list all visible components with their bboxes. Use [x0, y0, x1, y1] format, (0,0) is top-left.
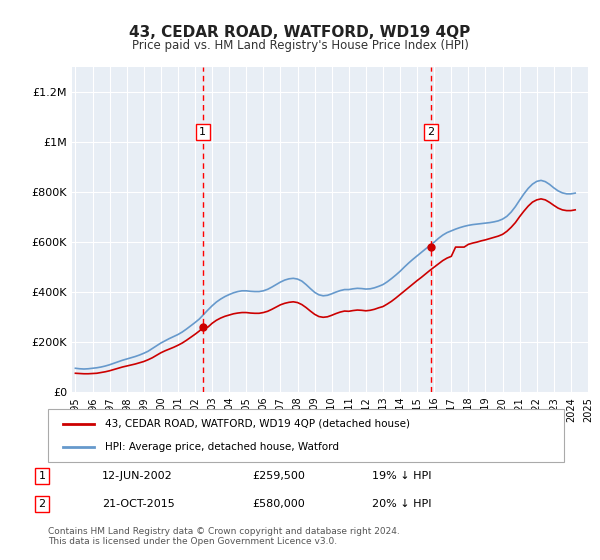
FancyBboxPatch shape: [48, 409, 564, 462]
Text: 2: 2: [38, 499, 46, 509]
Text: HPI: Average price, detached house, Watford: HPI: Average price, detached house, Watf…: [105, 442, 339, 452]
Text: 21-OCT-2015: 21-OCT-2015: [102, 499, 175, 509]
Text: 1: 1: [199, 127, 206, 137]
Text: Price paid vs. HM Land Registry's House Price Index (HPI): Price paid vs. HM Land Registry's House …: [131, 39, 469, 52]
Text: Contains HM Land Registry data © Crown copyright and database right 2024.
This d: Contains HM Land Registry data © Crown c…: [48, 526, 400, 546]
Text: 20% ↓ HPI: 20% ↓ HPI: [372, 499, 431, 509]
Text: £580,000: £580,000: [252, 499, 305, 509]
Text: 43, CEDAR ROAD, WATFORD, WD19 4QP (detached house): 43, CEDAR ROAD, WATFORD, WD19 4QP (detac…: [105, 419, 410, 429]
Text: 1: 1: [38, 471, 46, 481]
Text: 12-JUN-2002: 12-JUN-2002: [102, 471, 173, 481]
Text: £259,500: £259,500: [252, 471, 305, 481]
Text: 2: 2: [427, 127, 434, 137]
Text: 43, CEDAR ROAD, WATFORD, WD19 4QP: 43, CEDAR ROAD, WATFORD, WD19 4QP: [130, 25, 470, 40]
Text: 19% ↓ HPI: 19% ↓ HPI: [372, 471, 431, 481]
